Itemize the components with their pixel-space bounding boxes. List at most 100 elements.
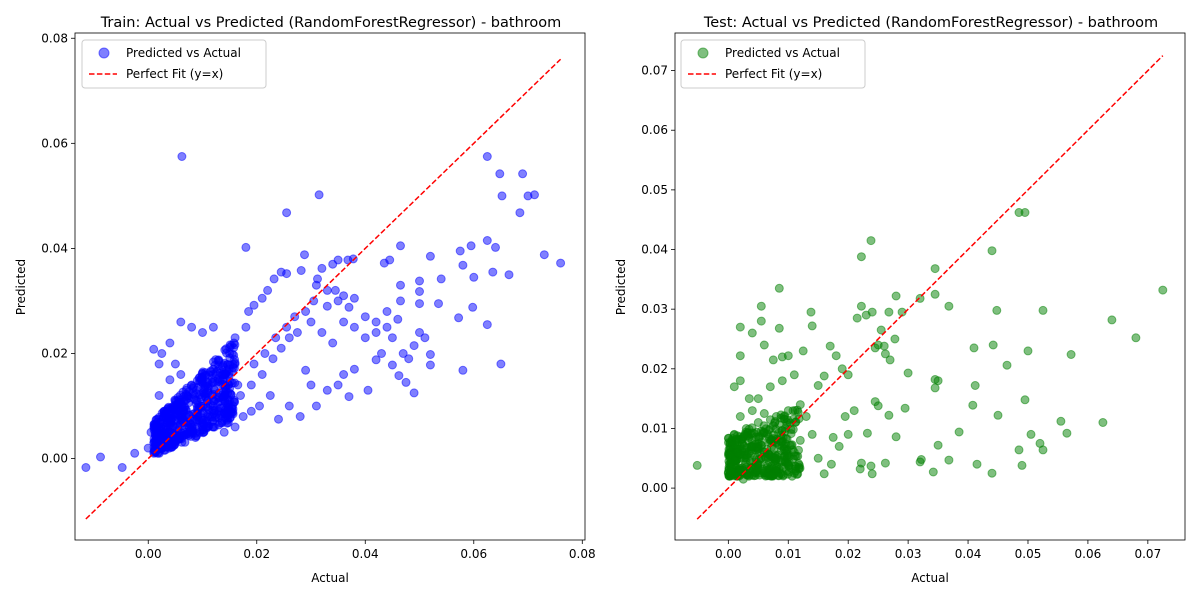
data-point — [798, 346, 808, 356]
data-point — [170, 401, 180, 411]
data-point — [160, 406, 169, 416]
data-point — [870, 343, 880, 353]
data-point — [415, 328, 424, 337]
data-point — [454, 313, 464, 323]
data-point — [81, 463, 91, 472]
x-tick-label: 0.06 — [1075, 547, 1102, 561]
x-axis-ticks: 0.00 0.02 0.04 0.06 0.08 — [135, 540, 596, 561]
data-point — [482, 320, 492, 330]
data-point — [371, 355, 381, 365]
data-point — [295, 412, 305, 421]
data-point — [1056, 416, 1066, 426]
data-point — [843, 429, 853, 439]
data-point — [377, 349, 386, 358]
data-point — [867, 469, 877, 479]
y-tick-label: 0.06 — [641, 123, 668, 137]
x-tick-label: 0.00 — [135, 547, 162, 561]
data-point — [735, 351, 745, 361]
data-point — [1066, 350, 1076, 359]
data-point — [789, 370, 799, 380]
data-point — [856, 252, 866, 262]
data-point — [1020, 208, 1030, 217]
data-point — [747, 441, 757, 451]
data-point — [311, 401, 321, 411]
data-point — [458, 260, 468, 270]
data-point — [735, 322, 745, 332]
data-point — [241, 242, 251, 252]
plot-frame — [674, 32, 1186, 541]
data-point — [409, 388, 419, 398]
y-tick-label: 0.00 — [641, 481, 668, 495]
data-point — [891, 291, 901, 301]
x-tick-label: 0.02 — [835, 547, 862, 561]
data-point — [807, 321, 817, 331]
data-point — [344, 302, 354, 312]
data-point — [880, 458, 890, 468]
data-point — [434, 299, 443, 309]
data-point — [495, 169, 505, 179]
data-point — [855, 464, 865, 474]
data-point — [928, 467, 938, 477]
data-point — [885, 355, 895, 365]
data-point — [249, 300, 259, 310]
data-point — [213, 398, 223, 408]
data-point — [765, 382, 775, 392]
data-point — [225, 396, 235, 406]
data-point — [176, 427, 186, 437]
data-point — [774, 323, 784, 333]
data-point — [154, 359, 164, 369]
data-point — [789, 447, 799, 457]
legend-label-scatter: Predicted vs Actual — [725, 46, 840, 60]
x-tick-label: 0.02 — [243, 547, 270, 561]
data-point — [165, 422, 175, 432]
data-point — [339, 317, 349, 327]
data-point — [741, 453, 751, 463]
data-point — [729, 456, 739, 466]
data-point — [301, 365, 311, 375]
data-point — [1026, 429, 1036, 439]
data-point — [862, 428, 872, 438]
data-point — [363, 385, 373, 395]
data-point — [198, 328, 207, 337]
data-point — [238, 412, 248, 421]
data-point — [160, 433, 169, 442]
x-tick-label: 0.05 — [1015, 547, 1042, 561]
data-point — [230, 359, 240, 369]
plot-marks — [81, 152, 566, 472]
data-point — [198, 375, 207, 385]
y-tick-label: 0.06 — [41, 136, 68, 150]
legend-marker-scatter — [98, 47, 110, 59]
data-point — [735, 412, 745, 421]
data-point — [219, 427, 229, 437]
data-point — [753, 418, 763, 427]
data-point — [807, 429, 817, 439]
data-point — [371, 328, 381, 337]
data-point — [328, 338, 338, 348]
data-point — [322, 385, 332, 395]
data-point — [772, 462, 782, 472]
data-point — [523, 191, 533, 201]
data-point — [794, 462, 804, 472]
data-point — [468, 302, 478, 312]
data-point — [482, 236, 492, 245]
data-point — [225, 349, 235, 358]
data-point — [396, 280, 405, 290]
data-point — [282, 322, 292, 332]
data-point — [415, 287, 424, 296]
data-point — [317, 263, 327, 273]
data-point — [177, 152, 187, 161]
x-tick-label: 0.04 — [955, 547, 982, 561]
data-point — [891, 432, 901, 442]
data-point — [890, 334, 900, 344]
data-point — [203, 401, 213, 411]
data-point — [214, 406, 224, 416]
data-point — [187, 422, 197, 432]
y-tick-label: 0.05 — [641, 183, 668, 197]
x-axis-label: Actual — [911, 571, 949, 585]
y-tick-label: 0.00 — [41, 452, 68, 466]
data-point — [496, 359, 506, 369]
data-point — [732, 447, 742, 457]
data-point — [268, 354, 278, 364]
data-point — [230, 422, 240, 432]
